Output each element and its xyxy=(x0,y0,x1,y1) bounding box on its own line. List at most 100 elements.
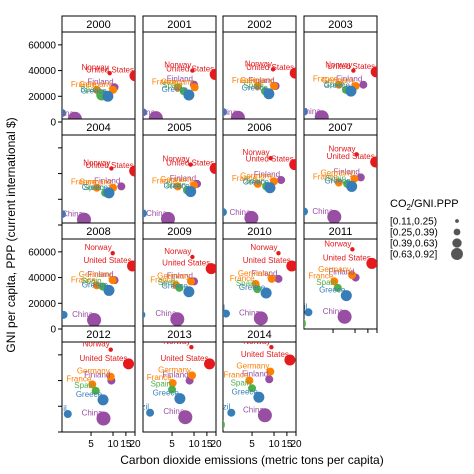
point-label: United States xyxy=(166,158,214,167)
point-china xyxy=(87,313,102,327)
point-france xyxy=(173,182,182,191)
point-label: France xyxy=(313,75,338,84)
point-spain xyxy=(333,283,342,292)
point-label: Germany xyxy=(79,80,112,89)
x-axis-label: Carbon dioxide emissions (metric tons pe… xyxy=(120,453,383,467)
y-tick-label: 60000 xyxy=(28,247,56,258)
point-label: Spain xyxy=(245,176,265,185)
point-greece xyxy=(183,286,195,298)
point-label: United States xyxy=(323,253,371,262)
point-label: China xyxy=(323,307,344,316)
point-france xyxy=(334,178,343,187)
point-germany xyxy=(266,367,275,376)
point-label: Spain xyxy=(236,279,256,288)
point-spain xyxy=(91,386,100,395)
point-label: China xyxy=(243,405,264,414)
point-china xyxy=(160,211,175,225)
point-label: France xyxy=(71,80,96,89)
point-norway xyxy=(190,254,195,260)
point-norway xyxy=(189,344,194,350)
point-label: France xyxy=(152,77,177,86)
panel-2009: 2009 Norway United States FinlandGermanyFra… xyxy=(142,222,217,330)
y-axis-label: GNI per capita, PPP (current internation… xyxy=(4,117,18,352)
point-brazil xyxy=(223,309,231,318)
point-label: China xyxy=(82,409,103,418)
point-china xyxy=(178,410,193,425)
point-label: China xyxy=(53,109,74,118)
point-india xyxy=(304,318,306,329)
x-tick-label: 10 xyxy=(268,439,280,450)
point-label: Spain xyxy=(165,180,185,189)
point-label: Germany xyxy=(240,171,273,180)
point-china xyxy=(170,312,185,327)
point-label: Germany xyxy=(79,270,112,279)
panel-2008: 2008 0 20000 40000 60000 Norway United States F… xyxy=(28,222,136,336)
point-india xyxy=(223,420,225,430)
point-united-states xyxy=(209,162,216,174)
point-label: China xyxy=(230,208,251,217)
point-greece xyxy=(97,394,109,406)
point-label: India xyxy=(25,110,43,119)
point-greece xyxy=(102,90,114,102)
point-brazil xyxy=(62,109,66,117)
point-label: Norway xyxy=(83,340,110,349)
point-label: Greece xyxy=(319,286,346,295)
point-label: China xyxy=(163,407,184,416)
point-label: Norway xyxy=(328,144,355,153)
point-norway xyxy=(190,68,195,73)
panel-year-label: 2001 xyxy=(167,19,191,31)
point-greece xyxy=(103,284,115,296)
point-china xyxy=(337,309,352,324)
point-label: Greece xyxy=(324,176,351,185)
legend-size-symbol xyxy=(451,248,463,260)
point-label: Brazil xyxy=(129,403,149,412)
legend-label: [0.39,0.63) xyxy=(390,239,438,250)
point-label: China xyxy=(62,210,83,219)
x-tick-label: 5 xyxy=(249,439,255,450)
panel-frame xyxy=(61,134,136,226)
point-label: Greece xyxy=(162,85,189,94)
point-france xyxy=(330,277,339,286)
point-spain xyxy=(175,283,184,292)
point-label: China xyxy=(216,108,237,117)
panel-2013: 20135101520NorwayUnited StatesFinlandGer… xyxy=(129,325,222,450)
legend-size-symbol xyxy=(452,238,462,248)
point-label: Finland xyxy=(254,170,280,179)
point-india xyxy=(36,113,50,127)
point-united-states xyxy=(370,66,377,78)
panel-year-label: 2008 xyxy=(86,226,110,238)
x-tick-label: 5 xyxy=(169,439,175,450)
point-label: Finland xyxy=(328,268,354,277)
point-label: Greece xyxy=(82,280,109,289)
point-label: Germany xyxy=(160,175,193,184)
point-united-states xyxy=(127,260,135,272)
point-label: Norway xyxy=(250,243,277,252)
point-greece xyxy=(103,187,115,199)
legend: CO2/GNI.PPP [0.11,0.25)[0.25,0.39)[0.39,0… xyxy=(390,198,463,261)
point-france xyxy=(92,183,101,192)
point-label: Greece xyxy=(82,183,109,192)
point-label: United States xyxy=(327,62,375,71)
point-label: France xyxy=(313,173,338,182)
legend-title: CO2/GNI.PPP xyxy=(390,198,459,212)
point-label: Norway xyxy=(245,59,272,68)
point-germany xyxy=(350,174,359,183)
point-label: Brazil xyxy=(205,304,225,313)
panel-year-label: 2011 xyxy=(329,226,353,238)
point-label: Finland xyxy=(248,76,274,85)
point-germany xyxy=(187,277,196,286)
panel-year-label: 2009 xyxy=(167,226,191,238)
point-label: France xyxy=(223,371,248,380)
panel-2010: 2010 Norway United States FinlandGermanyFra… xyxy=(205,222,297,330)
